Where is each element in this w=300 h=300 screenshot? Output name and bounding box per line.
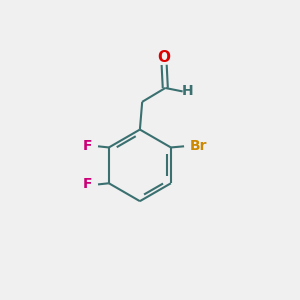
Text: Br: Br [189,139,207,153]
Text: F: F [83,139,93,153]
Text: H: H [182,84,194,98]
Text: O: O [158,50,171,65]
Text: F: F [83,177,93,191]
